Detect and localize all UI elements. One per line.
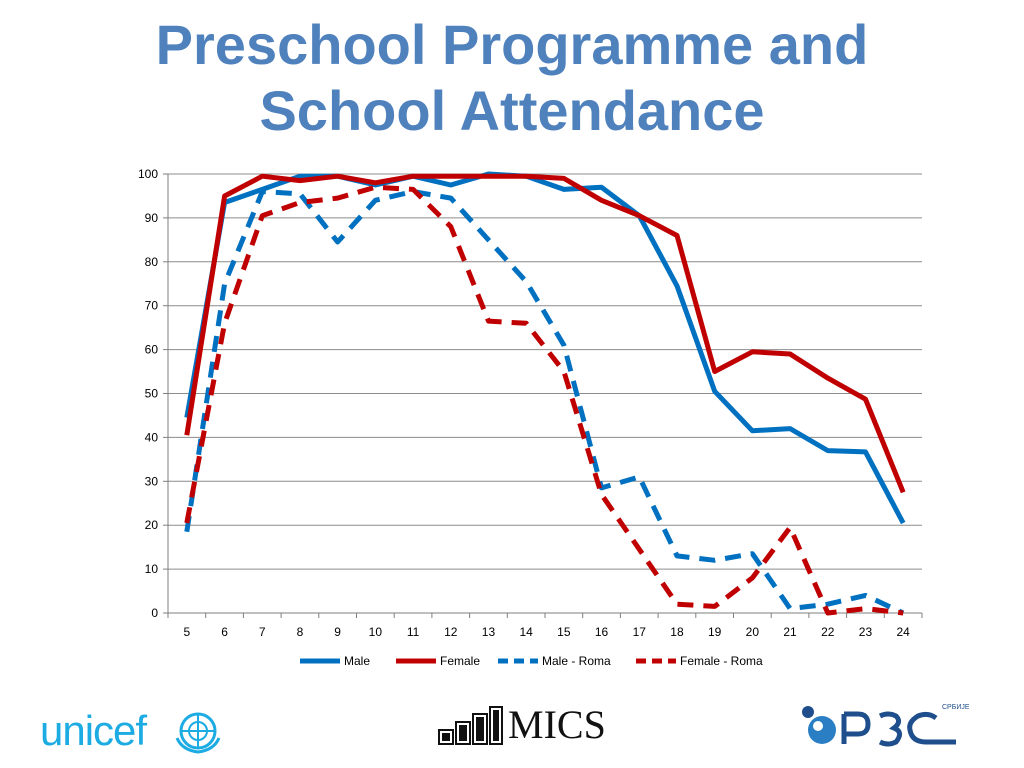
title-line-2: School Attendance [259,79,765,142]
x-tick-label: 7 [259,625,266,639]
y-tick-label: 40 [145,430,159,444]
x-tick-label: 24 [896,625,910,639]
legend-label: Female - Roma [680,654,763,668]
x-tick-label: 8 [297,625,304,639]
bar-steps-icon [438,706,503,745]
y-axis-ticks: 0 10 20 30 40 50 60 70 80 90 100 [138,167,168,620]
chart-legend: Male Female Male - Roma Female - Roma [300,654,763,668]
y-tick-label: 0 [151,606,158,620]
x-tick-label: 9 [334,625,341,639]
x-tick-label: 20 [746,625,760,639]
legend-label: Male [344,654,370,668]
title-line-1: Preschool Programme and [155,13,869,76]
unicef-logo: unicef [40,706,225,756]
x-tick-label: 16 [595,625,609,639]
legend-label: Female [440,654,480,668]
y-tick-label: 70 [145,299,159,313]
page-title: Preschool Programme and School Attendanc… [0,12,1024,144]
x-tick-label: 15 [557,625,571,639]
y-tick-label: 80 [145,255,159,269]
y-tick-label: 90 [145,211,159,225]
rzs-subtext: СРБИЈЕ [942,704,970,711]
y-tick-label: 50 [145,387,159,401]
y-tick-label: 10 [145,562,159,576]
rzs-logo-icon [802,706,956,747]
y-tick-label: 100 [138,167,158,181]
x-tick-label: 21 [783,625,797,639]
legend-label: Male - Roma [542,654,611,668]
x-axis-ticks: 5 6 7 8 9 10 11 12 13 14 15 16 17 18 19 20 21 22 23 24 [167,613,923,639]
x-tick-label: 5 [184,625,191,639]
x-tick-label: 13 [482,625,496,639]
x-tick-label: 14 [519,625,533,639]
mics-logo: MICS [438,702,608,748]
attendance-line-chart: 0 10 20 30 40 50 60 70 80 90 100 5 6 7 8 9 10 11 12 13 14 15… [138,167,923,668]
series-line-female [184,173,906,494]
x-tick-label: 11 [407,625,420,639]
series-line-female-roma [184,184,904,616]
x-tick-label: 12 [444,625,458,639]
unicef-wordmark: unicef [40,707,147,754]
x-tick-label: 17 [633,625,647,639]
series-line-male [184,171,906,525]
rzs-logo: СРБИЈЕ [796,700,970,752]
x-tick-label: 18 [670,625,684,639]
mics-wordmark: MICS [508,702,606,747]
chart-series [184,171,906,616]
y-tick-label: 20 [145,518,159,532]
x-tick-label: 6 [221,625,228,639]
x-tick-label: 10 [369,625,383,639]
y-tick-label: 60 [145,343,159,357]
chart-grid [167,173,922,614]
x-tick-label: 19 [708,625,722,639]
un-emblem-icon [175,712,221,754]
x-tick-label: 23 [859,625,873,639]
x-tick-label: 22 [821,625,835,639]
series-line-male-roma [184,189,905,616]
y-tick-label: 30 [145,474,159,488]
